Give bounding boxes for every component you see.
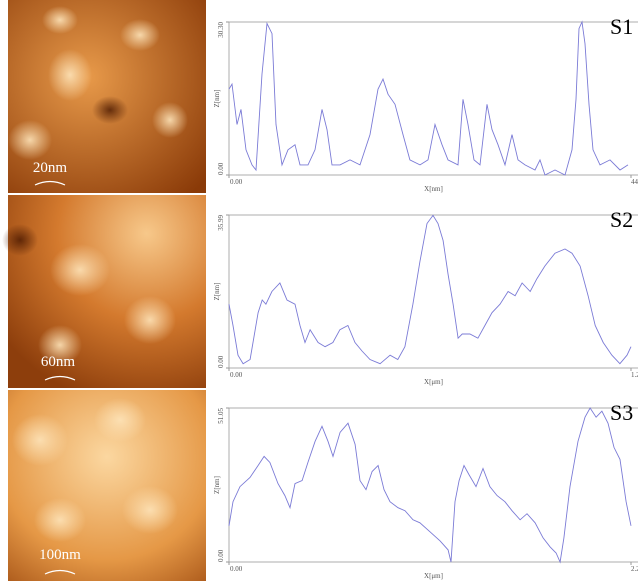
scale-label: 20nm (33, 160, 68, 176)
scale-label: 100nm (39, 547, 81, 563)
plot-frame (228, 21, 638, 176)
x-tick-label: 2.2 (631, 565, 638, 573)
y-axis-label: Z[nm] (213, 476, 221, 494)
x-tick-label: 0.00 (230, 371, 243, 379)
x-tick-label: 444.1 (631, 178, 638, 186)
afm-image (2, 0, 206, 581)
panel-title: S3 (610, 400, 633, 425)
x-tick-label: 0.00 (230, 178, 243, 186)
x-tick-label: 1.2 (631, 371, 638, 379)
profile-line (228, 214, 632, 365)
profile-line (228, 20, 629, 176)
y-tick-label: 0.00 (217, 355, 225, 368)
x-axis-label: X[μm] (424, 572, 443, 580)
x-axis-label: X[μm] (424, 378, 443, 386)
y-tick-label: 35.99 (217, 215, 225, 231)
y-tick-label: 30.30 (217, 22, 225, 38)
panel-title: S2 (610, 207, 633, 232)
scale-label: 60nm (41, 354, 76, 370)
panel-title: S1 (610, 14, 633, 39)
x-tick-label: 0.00 (230, 565, 243, 573)
y-tick-label: 51.05 (217, 408, 225, 424)
plot-frame (228, 214, 638, 369)
plot-frame (228, 407, 638, 563)
profile-line (228, 407, 632, 564)
y-axis-label: Z[nm] (213, 283, 221, 301)
y-tick-label: 0.00 (217, 162, 225, 175)
y-tick-label: 0.00 (217, 549, 225, 562)
x-axis-label: X[nm] (424, 185, 443, 193)
y-axis-label: Z[nm] (213, 90, 221, 108)
